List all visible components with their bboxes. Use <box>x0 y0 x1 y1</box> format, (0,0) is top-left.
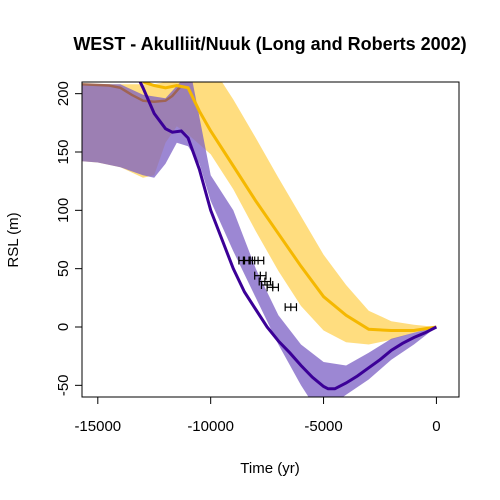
yellow-mean-line <box>142 82 437 332</box>
data-point-6 <box>266 283 280 292</box>
y-tick-label-2: 50 <box>55 260 72 277</box>
y-tick-label-3: 100 <box>55 198 72 223</box>
data-point-2 <box>251 256 265 265</box>
chart-title: WEST - Akulliit/Nuuk (Long and Roberts 2… <box>73 34 466 54</box>
data-point-3 <box>254 271 267 280</box>
overlap-mean-line <box>82 83 183 104</box>
purple-mean-line <box>138 82 438 391</box>
y-tick-label-5: 200 <box>55 81 72 106</box>
x-tick-label-2: -5000 <box>304 418 342 435</box>
x-tick-label-0: -15000 <box>74 418 121 435</box>
x-tick-label-1: -10000 <box>187 418 234 435</box>
x-axis-label: Time (yr) <box>240 460 299 477</box>
yellow-uncertainty-band <box>82 82 437 345</box>
plot-area <box>82 82 438 397</box>
y-axis-label: RSL (m) <box>5 212 22 267</box>
x-tick-label-3: 0 <box>432 418 440 435</box>
axes: -15000 -10000 -5000 0 -50 0 50 100 150 200 <box>55 81 460 435</box>
purple-uncertainty-band <box>82 82 437 397</box>
y-tick-label-4: 150 <box>55 139 72 164</box>
y-tick-label-1: 0 <box>55 323 72 331</box>
plot-content <box>82 82 438 397</box>
y-tick-label-0: -50 <box>55 374 72 396</box>
data-point-7 <box>284 303 298 312</box>
